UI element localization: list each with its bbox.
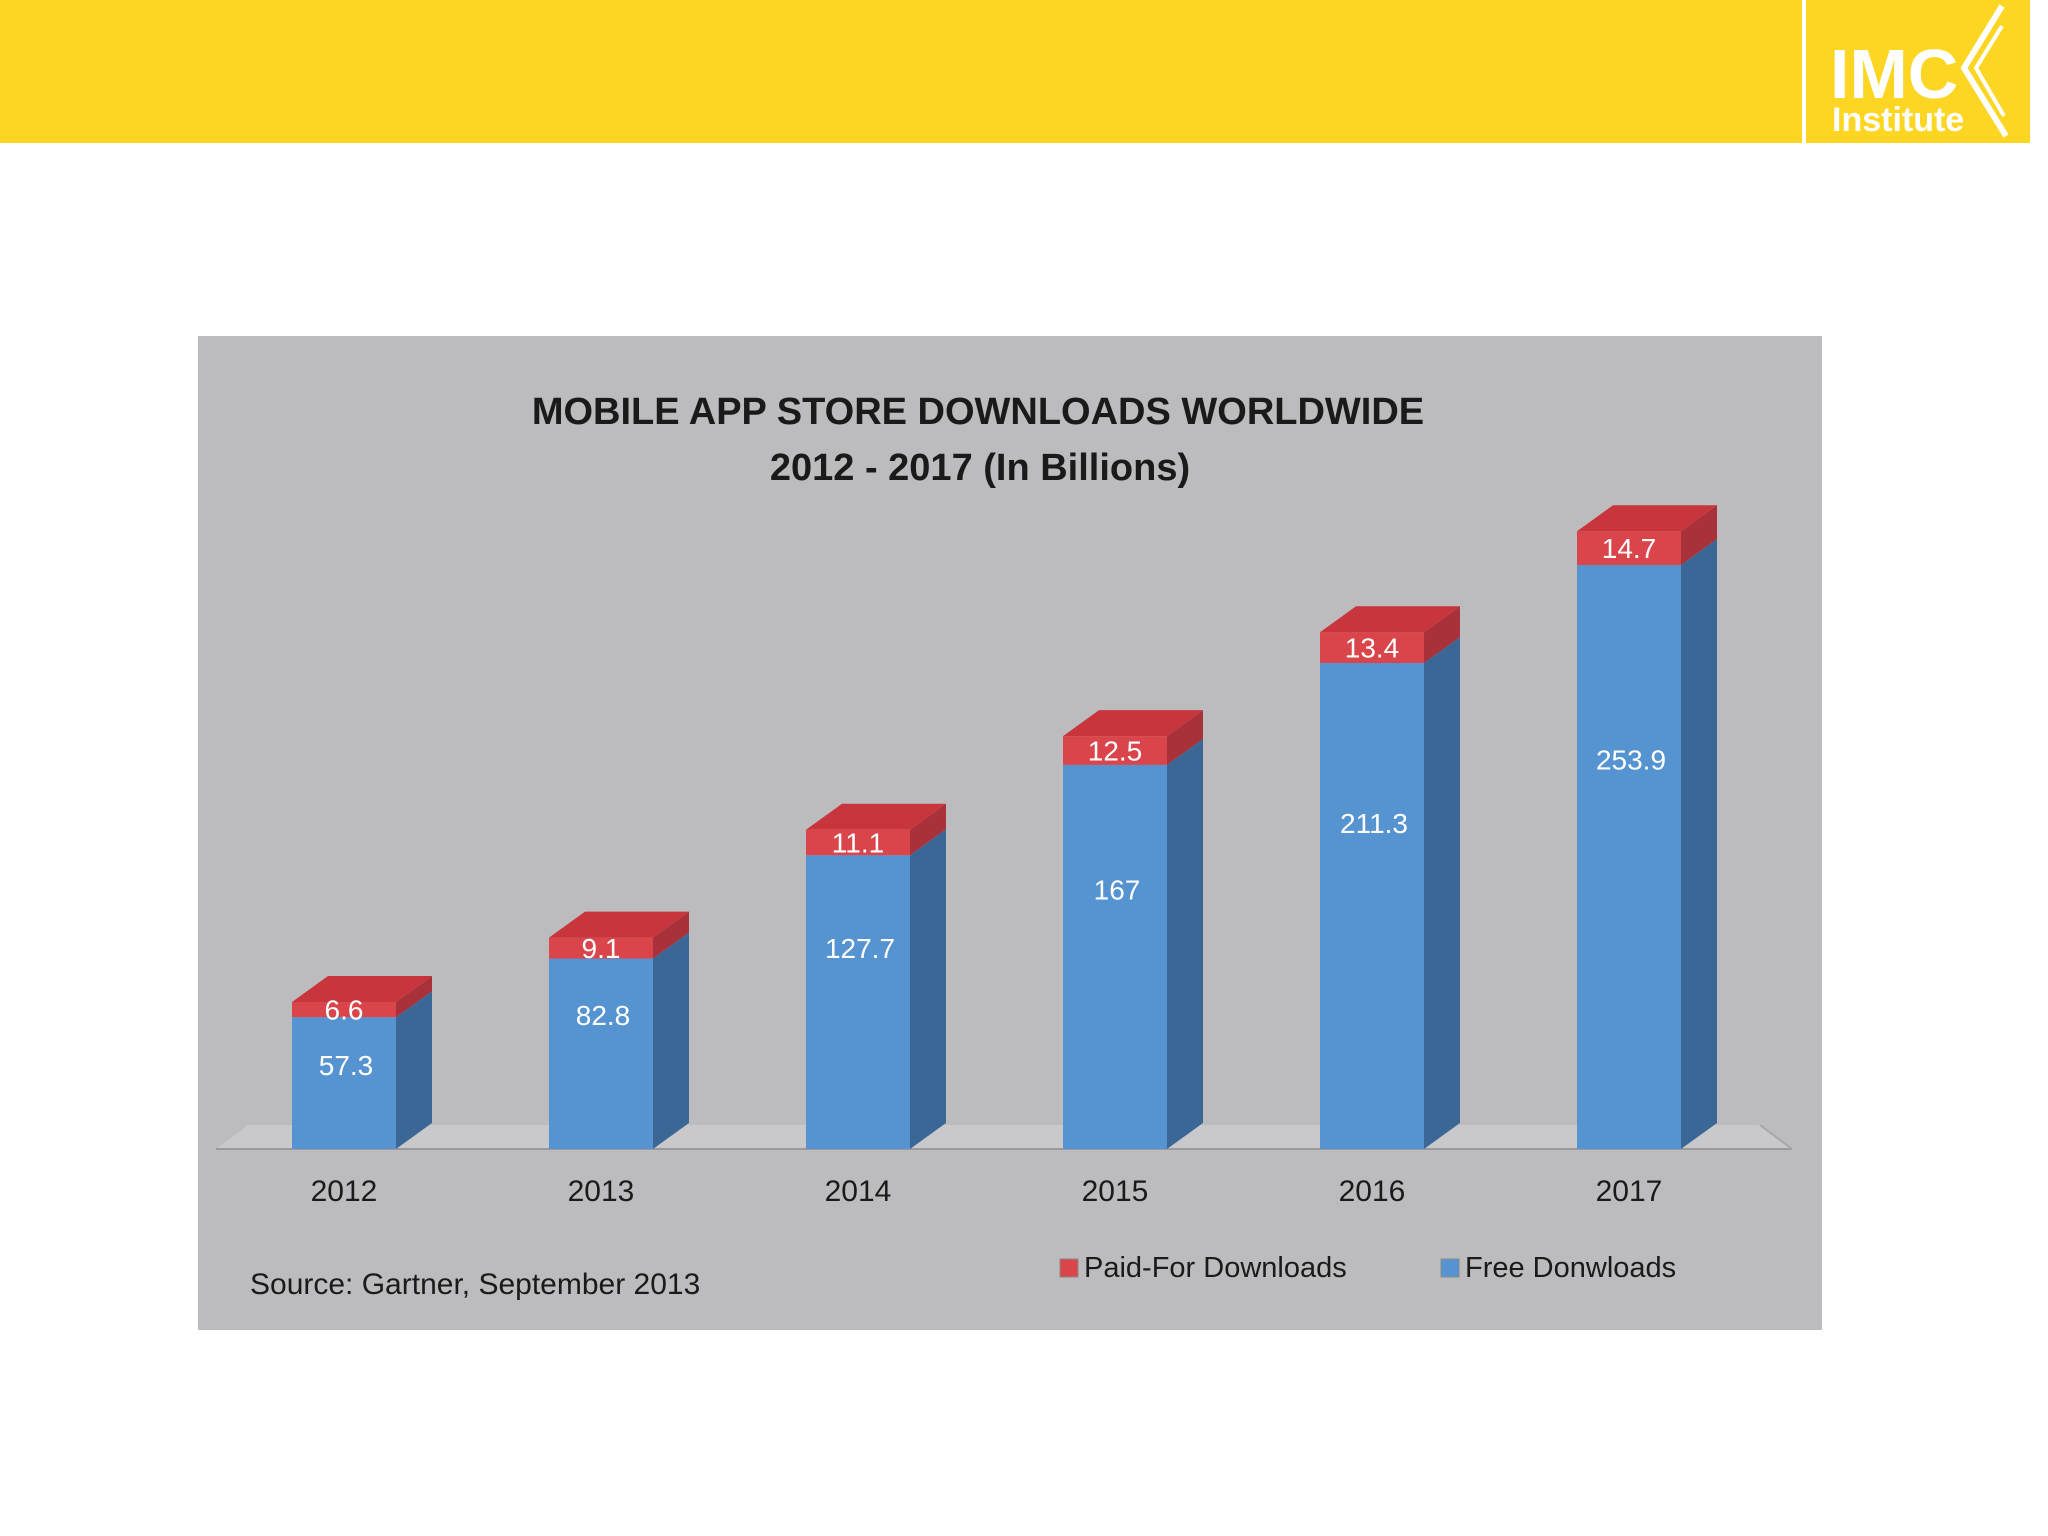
bar-group-2017: 14.7 253.9 bbox=[1577, 505, 1717, 1149]
legend-label-free: Free Donwloads bbox=[1465, 1252, 1676, 1284]
bar-paid-side-2012 bbox=[396, 976, 432, 1018]
bar-free-2015 bbox=[1063, 764, 1167, 1149]
bar-free-2014 bbox=[806, 855, 910, 1149]
legend-label-paid: Paid-For Downloads bbox=[1084, 1252, 1347, 1284]
bar-free-side-2017 bbox=[1681, 539, 1717, 1149]
bar-top-2016 bbox=[1320, 606, 1460, 633]
bar-paid-side-2015 bbox=[1167, 710, 1203, 765]
data-label-paid-2012: 6.6 bbox=[325, 995, 364, 1026]
legend-swatch-free bbox=[1440, 1258, 1460, 1278]
bar-paid-2012 bbox=[292, 1002, 396, 1018]
chart: MOBILE APP STORE DOWNLOADS WORLDWIDE 201… bbox=[216, 391, 1793, 1301]
logo-sub-text: Institute bbox=[1832, 101, 1964, 139]
chart-floor-top bbox=[216, 1125, 1792, 1149]
bar-group-2016: 13.4 211.3 bbox=[1320, 606, 1460, 1149]
bar-paid-side-2016 bbox=[1424, 606, 1460, 664]
data-label-paid-2017: 14.7 bbox=[1602, 533, 1657, 564]
chart-floor-side-edge bbox=[1759, 1124, 1793, 1150]
data-label-free-2017: 253.9 bbox=[1596, 744, 1666, 775]
bar-top-2014 bbox=[806, 803, 946, 830]
bar-free-2016 bbox=[1320, 663, 1424, 1149]
logo-chevron-icon bbox=[1960, 4, 2009, 138]
data-label-free-2014: 127.7 bbox=[825, 933, 895, 964]
data-label-paid-2013: 9.1 bbox=[582, 933, 621, 964]
bar-group-2014: 11.1 127.7 bbox=[806, 803, 946, 1149]
legend: Paid-For Downloads Free Donwloads bbox=[1059, 1252, 1676, 1284]
bar-top-2015 bbox=[1063, 710, 1203, 737]
header-bar bbox=[0, 0, 1802, 143]
x-tick-label-2015: 2015 bbox=[1082, 1175, 1149, 1208]
bar-free-side-2013 bbox=[653, 932, 689, 1149]
chart-panel: MOBILE APP STORE DOWNLOADS WORLDWIDE 201… bbox=[198, 336, 1822, 1330]
legend-swatch-paid bbox=[1059, 1258, 1079, 1278]
data-label-free-2015: 167 bbox=[1094, 874, 1141, 905]
x-tick-label-2017: 2017 bbox=[1596, 1175, 1663, 1208]
bar-free-side-2014 bbox=[910, 829, 946, 1149]
bar-free-2012 bbox=[292, 1017, 396, 1149]
bar-group-2013: 9.1 82.8 bbox=[549, 911, 689, 1149]
x-tick-label-2013: 2013 bbox=[568, 1175, 635, 1208]
chart-subtitle: 2012 - 2017 (In Billions) bbox=[770, 447, 1190, 489]
data-label-paid-2014: 11.1 bbox=[832, 828, 884, 859]
bar-paid-side-2017 bbox=[1681, 505, 1717, 566]
logo-chevron-inner-icon bbox=[1973, 24, 2006, 118]
imc-institute-logo: IMC Institute bbox=[1804, 0, 2030, 143]
bar-paid-side-2014 bbox=[910, 803, 946, 856]
data-label-paid-2015: 12.5 bbox=[1088, 736, 1143, 767]
bar-top-2013 bbox=[549, 911, 689, 938]
x-tick-label-2014: 2014 bbox=[825, 1175, 892, 1208]
bar-free-side-2015 bbox=[1167, 738, 1203, 1149]
chart-floor bbox=[216, 1124, 1793, 1150]
chart-source: Source: Gartner, September 2013 bbox=[250, 1268, 700, 1301]
bar-paid-2015 bbox=[1063, 736, 1167, 765]
bar-group-2015: 12.5 167 bbox=[1063, 710, 1203, 1149]
bar-free-2013 bbox=[549, 958, 653, 1149]
bar-paid-2017 bbox=[1577, 531, 1681, 566]
bar-top-2017 bbox=[1577, 505, 1717, 532]
logo-main-text: IMC bbox=[1830, 35, 1958, 113]
x-tick-label-2016: 2016 bbox=[1339, 1175, 1406, 1208]
data-label-paid-2016: 13.4 bbox=[1345, 633, 1400, 664]
data-label-free-2016: 211.3 bbox=[1340, 808, 1408, 839]
bar-group-2012: 6.6 57.3 bbox=[292, 976, 432, 1149]
data-label-free-2013: 82.8 bbox=[576, 1000, 631, 1031]
bar-paid-2016 bbox=[1320, 632, 1424, 664]
bar-free-side-2016 bbox=[1424, 637, 1460, 1149]
x-axis-ticks: 2012 2013 2014 2015 2016 2017 bbox=[311, 1175, 1663, 1208]
bar-free-2017 bbox=[1577, 565, 1681, 1149]
x-tick-label-2012: 2012 bbox=[311, 1175, 378, 1208]
data-label-free-2012: 57.3 bbox=[319, 1050, 374, 1081]
bar-paid-side-2013 bbox=[653, 911, 689, 959]
bar-top-2012 bbox=[292, 976, 432, 1003]
chart-title: MOBILE APP STORE DOWNLOADS WORLDWIDE bbox=[532, 391, 1424, 433]
bars: 6.657.39.182.811.1127.712.516713.4211.31… bbox=[292, 505, 1717, 1149]
bar-paid-2014 bbox=[806, 829, 910, 856]
bar-paid-2013 bbox=[549, 937, 653, 959]
bar-free-side-2012 bbox=[396, 991, 432, 1149]
